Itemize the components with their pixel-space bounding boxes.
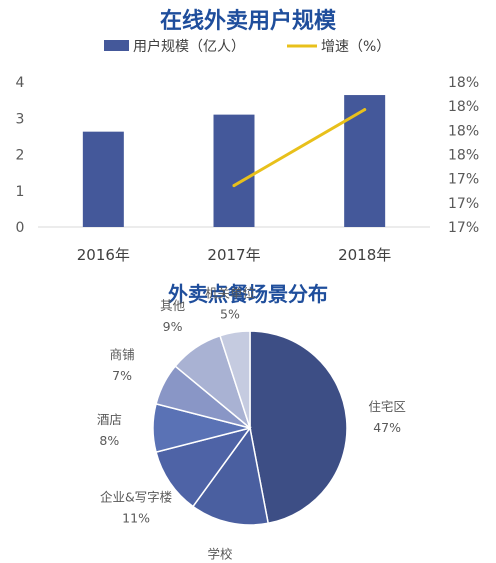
pie-slice-percent: 8% (99, 433, 119, 448)
left-tick-label: 2 (16, 148, 25, 164)
right-tick-label: 17% (448, 172, 479, 188)
category-label: 2017年 (207, 246, 260, 264)
growth-line-series (232, 108, 367, 188)
growth-line (232, 108, 367, 188)
pie-slice-percent: 5% (220, 307, 240, 322)
pie-slice-label: 商铺 (110, 347, 135, 362)
pie-slice (249, 330, 348, 525)
bar (344, 95, 386, 227)
right-tick-label: 18% (448, 99, 479, 115)
left-tick-label: 0 (16, 220, 25, 236)
pie-slice-percent: 11% (122, 510, 150, 525)
right-tick-label: 17% (448, 196, 479, 212)
pie-slice-label: 学校 (207, 546, 233, 561)
right-tick-label: 17% (448, 220, 479, 236)
left-tick-label: 3 (16, 111, 25, 127)
left-axis-ticks: 0 1 2 3 4 (16, 75, 25, 236)
pie-slice-label: 企业&写字楼 (100, 489, 172, 504)
pie-slice-label: 酒店 (97, 412, 122, 427)
bar-series (82, 95, 386, 227)
pie-slice-percent: 9% (163, 319, 183, 334)
legend-label-line: 增速（%） (321, 39, 390, 55)
category-label: 2018年 (338, 246, 391, 264)
legend-swatch-bar (104, 40, 129, 51)
pie-slice (155, 426, 252, 508)
pie-slice (219, 330, 251, 429)
pie-slice (191, 426, 270, 526)
legend-label-bar: 用户规模（亿人） (133, 38, 245, 55)
left-tick-label: 4 (16, 75, 25, 91)
bar (213, 114, 255, 227)
pie-slice-label: 住宅区 (368, 399, 406, 414)
category-labels: 2016年 2017年 2018年 (77, 246, 392, 264)
right-axis-ticks: 17% 17% 17% 18% 18% 18% 18% (448, 75, 479, 236)
growth-point (232, 184, 236, 188)
right-tick-label: 18% (448, 123, 479, 139)
growth-point (363, 108, 367, 112)
left-tick-label: 1 (16, 184, 25, 200)
pie-chart-title: 外卖点餐场景分布 (168, 282, 328, 306)
pie-slice-percent: 7% (112, 368, 132, 383)
right-tick-label: 18% (448, 148, 479, 164)
pie-slice-percent: 47% (373, 420, 401, 435)
pie-slice-label: 其他 (160, 298, 186, 313)
bar (82, 131, 124, 227)
right-tick-label: 18% (448, 75, 479, 91)
category-label: 2016年 (77, 246, 130, 264)
pie-slice-label: 机关单位 (205, 286, 255, 301)
pie-slices (152, 330, 348, 526)
bar-chart-title: 在线外卖用户规模 (160, 8, 337, 34)
